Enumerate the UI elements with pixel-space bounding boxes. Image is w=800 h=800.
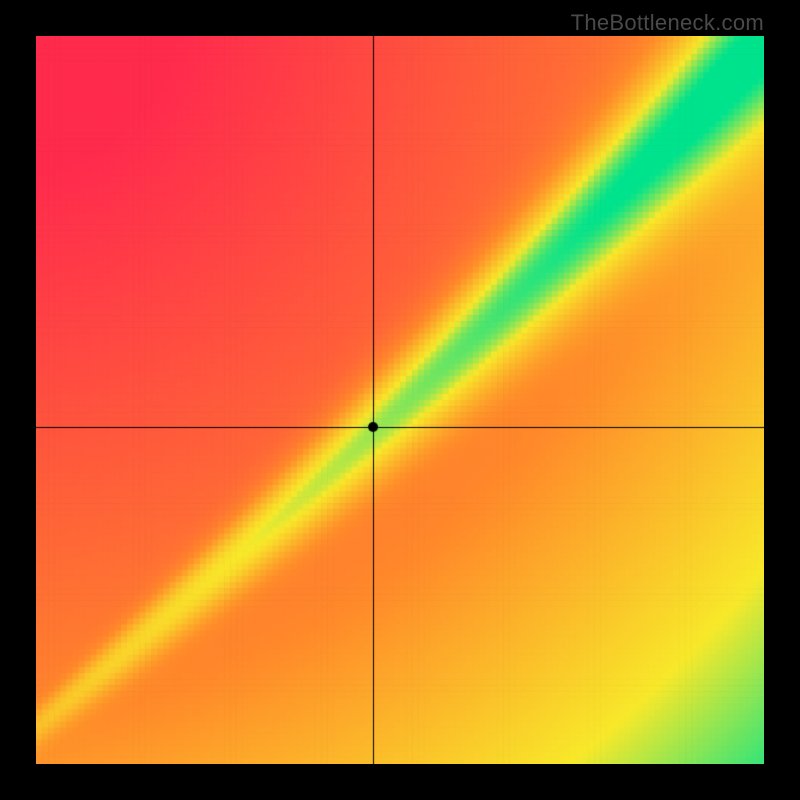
crosshair-overlay	[36, 36, 764, 764]
watermark-label: TheBottleneck.com	[571, 10, 764, 36]
chart-container: TheBottleneck.com	[0, 0, 800, 800]
